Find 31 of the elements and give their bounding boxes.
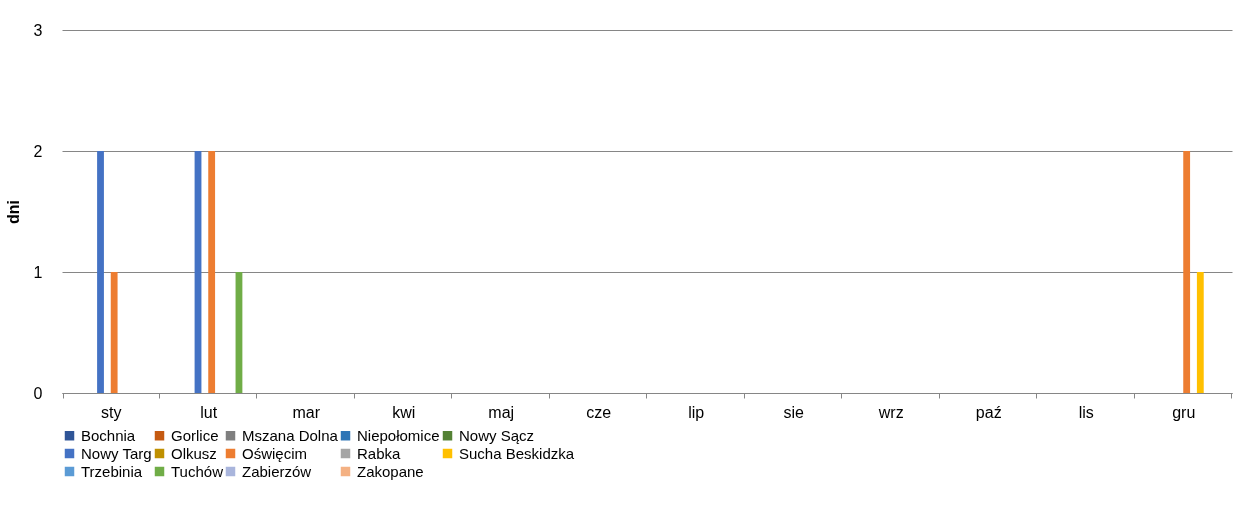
legend-label: Sucha Beskidzka (459, 444, 575, 462)
legend-label: Zakopane (357, 462, 424, 480)
legend-label: Nowy Sącz (459, 426, 535, 444)
x-tick-label: cze (586, 403, 612, 421)
legend-label: Mszana Dolna (242, 426, 339, 444)
x-tick-label: sie (783, 403, 805, 421)
x-tick-label: paź (975, 403, 1002, 421)
x-tick-label: gru (1172, 403, 1196, 421)
y-tick-label: 3 (33, 21, 43, 39)
legend-label: Trzebinia (81, 462, 143, 480)
x-tick-label: lip (688, 403, 705, 421)
legend-label: Oświęcim (242, 444, 308, 462)
x-tick-label: wrz (877, 403, 904, 421)
x-tick-label: lis (1078, 403, 1094, 421)
legend-label: Gorlice (171, 426, 219, 444)
legend-label: Nowy Targ (81, 444, 152, 462)
legend-label: Tuchów (171, 462, 224, 480)
legend-label: Olkusz (171, 444, 217, 462)
x-tick-label: maj (488, 403, 515, 421)
x-tick-label: kwi (392, 403, 416, 421)
x-tick-label: lut (200, 403, 218, 421)
y-tick-label: 0 (33, 384, 43, 402)
legend-label: Niepołomice (357, 426, 440, 444)
x-tick-label: sty (101, 403, 122, 421)
legend-label: Zabierzów (242, 462, 312, 480)
x-tick-label: mar (292, 403, 321, 421)
legend-label: Bochnia (81, 426, 136, 444)
y-tick-label: 2 (33, 142, 43, 160)
y-axis-title: dni (4, 200, 22, 224)
y-tick-label: 1 (33, 263, 43, 281)
legend-label: Rabka (357, 444, 402, 462)
